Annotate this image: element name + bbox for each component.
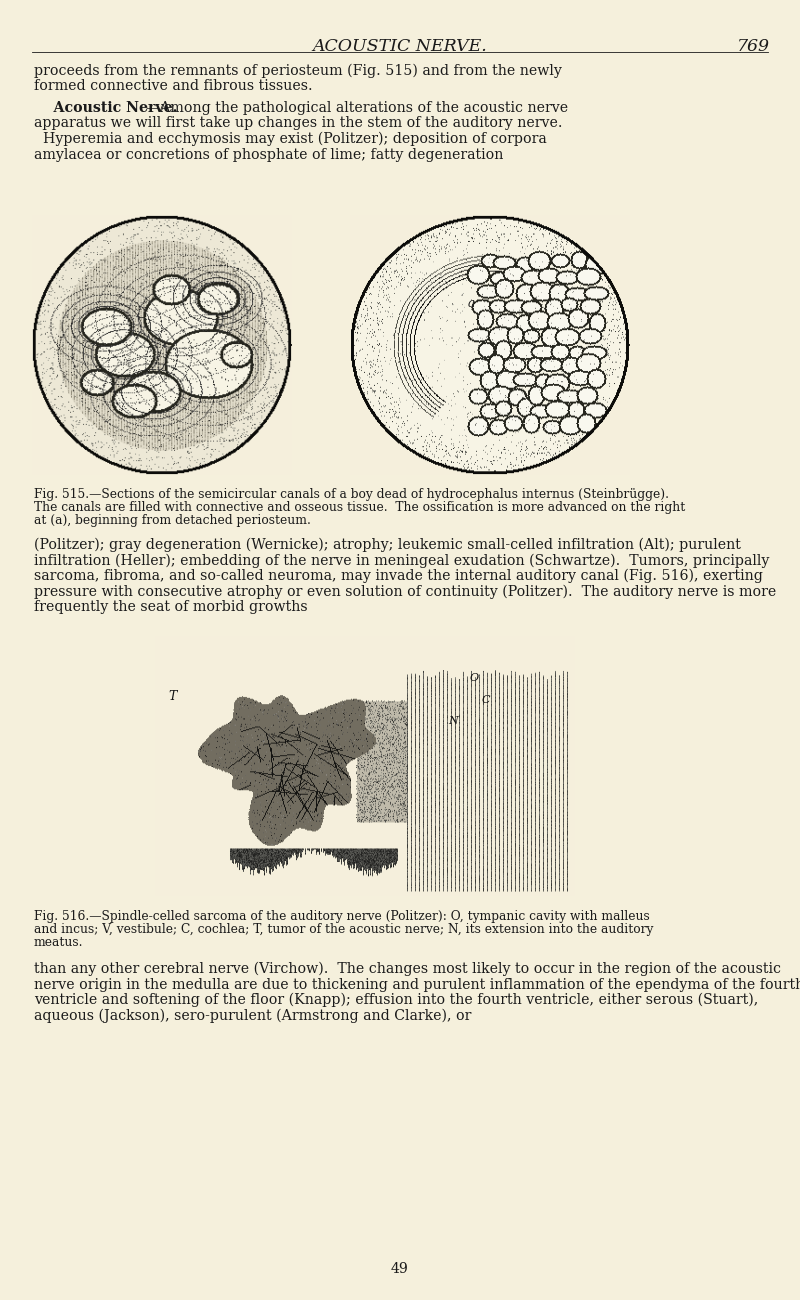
Text: sarcoma, fibroma, and so-called neuroma, may invade the internal auditory canal : sarcoma, fibroma, and so-called neuroma,… — [34, 569, 763, 584]
Text: 49: 49 — [391, 1262, 409, 1277]
Text: ACOUSTIC NERVE.: ACOUSTIC NERVE. — [313, 38, 487, 55]
Text: —Among the pathological alterations of the acoustic nerve: —Among the pathological alterations of t… — [146, 101, 568, 114]
Text: C: C — [482, 696, 490, 705]
Text: O: O — [470, 673, 479, 682]
Text: proceeds from the remnants of periosteum (Fig. 515) and from the newly: proceeds from the remnants of periosteum… — [34, 64, 562, 78]
Text: pressure with consecutive atrophy or even solution of continuity (Politzer).  Th: pressure with consecutive atrophy or eve… — [34, 585, 776, 599]
Text: meatus.: meatus. — [34, 936, 83, 949]
Text: nerve origin in the medulla are due to thickening and purulent inflammation of t: nerve origin in the medulla are due to t… — [34, 978, 800, 992]
Text: and incus; V, vestibule; C, cochlea; T, tumor of the acoustic nerve; N, its exte: and incus; V, vestibule; C, cochlea; T, … — [34, 923, 654, 936]
Text: (Politzer); gray degeneration (Wernicke); atrophy; leukemic small-celled infiltr: (Politzer); gray degeneration (Wernicke)… — [34, 538, 741, 552]
Text: Hyperemia and ecchymosis may exist (Politzer); deposition of corpora: Hyperemia and ecchymosis may exist (Poli… — [34, 133, 546, 147]
Text: apparatus we will first take up changes in the stem of the auditory nerve.: apparatus we will first take up changes … — [34, 117, 562, 130]
Text: Fig. 516.—Spindle-celled sarcoma of the auditory nerve (Politzer): O, tympanic c: Fig. 516.—Spindle-celled sarcoma of the … — [34, 910, 650, 923]
Text: infiltration (Heller); embedding of the nerve in meningeal exudation (Schwartze): infiltration (Heller); embedding of the … — [34, 554, 770, 568]
Text: T: T — [168, 690, 176, 703]
Text: 769: 769 — [737, 38, 770, 55]
Text: than any other cerebral nerve (Virchow).  The changes most likely to occur in th: than any other cerebral nerve (Virchow).… — [34, 962, 781, 976]
Text: ventricle and softening of the floor (Knapp); effusion into the fourth ventricle: ventricle and softening of the floor (Kn… — [34, 993, 758, 1008]
Text: frequently the seat of morbid growths: frequently the seat of morbid growths — [34, 601, 308, 614]
Text: formed connective and fibrous tissues.: formed connective and fibrous tissues. — [34, 79, 313, 94]
Text: a: a — [468, 296, 475, 309]
Text: Fig. 515.—Sections of the semicircular canals of a boy dead of hydrocephalus int: Fig. 515.—Sections of the semicircular c… — [34, 488, 669, 500]
Text: aqueous (Jackson), sero-purulent (Armstrong and Clarke), or: aqueous (Jackson), sero-purulent (Armstr… — [34, 1009, 471, 1023]
Text: amylacea or concretions of phosphate of lime; fatty degeneration: amylacea or concretions of phosphate of … — [34, 147, 503, 161]
Text: N: N — [448, 716, 458, 725]
Text: at (a), beginning from detached periosteum.: at (a), beginning from detached perioste… — [34, 514, 311, 526]
Text: The canals are filled with connective and osseous tissue.  The ossification is m: The canals are filled with connective an… — [34, 500, 686, 514]
Text: Acoustic Nerve.: Acoustic Nerve. — [34, 101, 178, 114]
